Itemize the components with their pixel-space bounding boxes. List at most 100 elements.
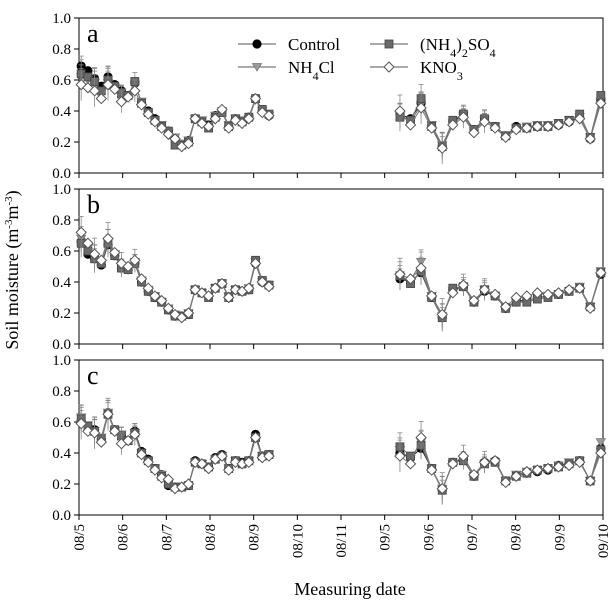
- data-point: [256, 276, 268, 288]
- x-tick-label: 09/8: [509, 524, 525, 551]
- data-point: [521, 465, 533, 478]
- series-2: [76, 59, 606, 161]
- data-point: [102, 232, 114, 245]
- panel-frame: [78, 188, 604, 345]
- data-point: [155, 294, 168, 307]
- data-point: [510, 291, 522, 304]
- data-point: [83, 72, 93, 82]
- data-point: [468, 294, 480, 307]
- series-3: [75, 215, 607, 331]
- data-point: [196, 458, 208, 470]
- data-point: [216, 450, 228, 462]
- data-point: [142, 108, 154, 120]
- legend-label: Control: [288, 35, 340, 54]
- series-line: [80, 412, 270, 488]
- data-point: [95, 92, 108, 105]
- data-point: [499, 301, 512, 313]
- data-point: [142, 456, 154, 469]
- data-point: [223, 464, 235, 476]
- data-point: [404, 273, 417, 285]
- data-point: [584, 302, 596, 315]
- data-point: [216, 103, 228, 116]
- data-point: [595, 266, 607, 279]
- data-point: [135, 99, 148, 111]
- data-point: [249, 257, 262, 270]
- series-0: [76, 402, 606, 501]
- series-1: [75, 400, 607, 501]
- data-point: [102, 408, 114, 420]
- data-point: [88, 427, 101, 439]
- data-point: [135, 273, 148, 285]
- series-0: [76, 55, 606, 157]
- data-point: [109, 83, 121, 96]
- data-point: [75, 417, 87, 430]
- data-point: [552, 461, 565, 473]
- series-1: [75, 64, 607, 158]
- data-point: [122, 91, 134, 103]
- data-point: [499, 131, 512, 144]
- series-2: [76, 399, 606, 505]
- data-point: [249, 92, 262, 105]
- data-point: [162, 473, 175, 486]
- panel-label: b: [87, 190, 100, 219]
- data-point: [457, 279, 470, 291]
- series-line: [80, 241, 270, 317]
- data-point: [243, 282, 255, 294]
- series-line: [80, 412, 270, 490]
- data-point: [489, 288, 501, 301]
- data-point: [162, 128, 175, 140]
- x-tick-label: 09/6: [421, 524, 437, 551]
- data-point: [263, 280, 275, 293]
- data-point: [202, 290, 215, 302]
- data-point: [394, 268, 406, 280]
- data-point: [182, 307, 195, 319]
- y-tick-label: 1.0: [52, 353, 71, 369]
- data-point: [394, 450, 406, 462]
- data-point: [542, 120, 554, 133]
- series-3: [75, 397, 607, 505]
- x-tick-label: 08/9: [247, 524, 263, 551]
- data-point: [478, 456, 491, 469]
- data-point: [142, 282, 154, 294]
- data-point: [88, 85, 101, 97]
- panel-a: 0.0 0.2 0.4 0.6 0.8 1.0 a: [52, 11, 607, 182]
- y-axis-label: Soil moisture (m-3m-3): [2, 190, 23, 349]
- y-tick-label: 0.8: [52, 42, 71, 58]
- x-tick-label: 08/8: [203, 524, 219, 551]
- data-point: [595, 97, 607, 109]
- data-point: [595, 447, 607, 459]
- data-point: [447, 119, 459, 131]
- data-point: [223, 291, 235, 304]
- data-point: [552, 119, 565, 131]
- data-point: [95, 436, 108, 448]
- data-point: [563, 284, 575, 296]
- series-line: [80, 238, 270, 317]
- x-tick-label: 09/5: [378, 524, 394, 551]
- data-point: [573, 282, 586, 294]
- data-point: [468, 468, 480, 481]
- data-point: [223, 122, 235, 134]
- data-point: [189, 113, 201, 125]
- data-point: [129, 85, 141, 97]
- data-point: [510, 123, 522, 136]
- x-tick-label: 09/10: [596, 524, 612, 558]
- data-point: [531, 287, 544, 299]
- y-tick-label: 0.4: [52, 275, 71, 291]
- data-point: [499, 476, 512, 489]
- y-tick-label: 0.6: [52, 73, 71, 89]
- y-tick-label: 1.0: [52, 182, 71, 198]
- data-point: [478, 284, 491, 296]
- data-point: [425, 290, 438, 302]
- legend-label: (NH4)2SO4: [420, 35, 496, 60]
- data-point: [176, 311, 188, 324]
- x-tick-label: 08/11: [334, 524, 350, 558]
- data-point: [109, 246, 121, 259]
- data-point: [169, 133, 181, 145]
- data-point: [82, 237, 94, 249]
- y-tick-label: 0.4: [52, 104, 71, 120]
- series-3: [75, 68, 607, 165]
- series-line: [80, 411, 270, 488]
- legend-marker: [252, 39, 262, 49]
